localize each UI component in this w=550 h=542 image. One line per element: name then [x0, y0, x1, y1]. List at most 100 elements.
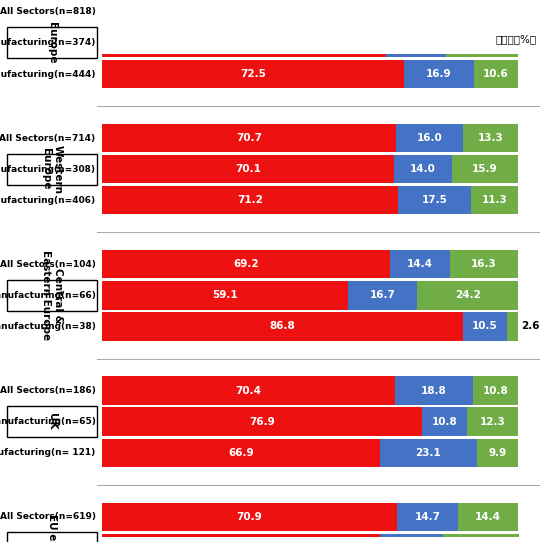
Bar [397, 502, 458, 531]
Bar [417, 281, 518, 309]
Text: 14.7: 14.7 [415, 512, 441, 522]
Text: 18.8: 18.8 [421, 385, 447, 396]
Text: 9.9: 9.9 [488, 448, 506, 457]
Text: Manufacturing(n=308): Manufacturing(n=308) [0, 165, 96, 173]
Text: 76.9: 76.9 [249, 417, 275, 427]
Text: 13.3: 13.3 [477, 133, 503, 143]
Text: 59.1: 59.1 [212, 291, 238, 300]
Bar [467, 408, 518, 436]
Text: 69.2: 69.2 [233, 259, 258, 269]
Bar [102, 312, 463, 341]
Text: 10.5: 10.5 [472, 321, 498, 332]
Text: 24.2: 24.2 [455, 291, 481, 300]
Bar [395, 376, 473, 405]
Bar [102, 376, 395, 405]
Text: （単位：%）: （単位：%） [495, 35, 536, 44]
Text: Central &
Eastern Europe: Central & Eastern Europe [41, 250, 63, 340]
Text: 68.2: 68.2 [231, 38, 257, 48]
Text: 70.4: 70.4 [235, 385, 261, 396]
Bar [102, 408, 422, 436]
Bar [474, 60, 518, 88]
Text: Manufacturing(n=65): Manufacturing(n=65) [0, 417, 96, 426]
Text: 10.6: 10.6 [483, 69, 509, 79]
Text: 17.5: 17.5 [422, 195, 448, 205]
Bar [404, 60, 474, 88]
Text: 15.9: 15.9 [472, 164, 498, 174]
Text: 10.8: 10.8 [483, 385, 509, 396]
Text: 70.1: 70.1 [235, 164, 261, 174]
Bar [461, 0, 518, 26]
Text: All Sectors(n=619): All Sectors(n=619) [0, 512, 96, 521]
Text: 12.3: 12.3 [480, 417, 505, 427]
Text: 10.8: 10.8 [432, 417, 458, 427]
Bar [398, 186, 471, 215]
Bar [102, 124, 396, 152]
Bar [102, 502, 397, 531]
Text: Manufacturing(n=374): Manufacturing(n=374) [0, 38, 96, 48]
Text: 16.9: 16.9 [426, 69, 452, 79]
Text: Non-Manufacturing(n=406): Non-Manufacturing(n=406) [0, 196, 96, 205]
Text: 16.3: 16.3 [471, 259, 497, 269]
Text: Europe: Europe [47, 22, 57, 64]
Text: 14.4: 14.4 [403, 38, 429, 48]
Text: All Sectors(n=104): All Sectors(n=104) [0, 260, 96, 269]
Bar [422, 408, 467, 436]
Bar [395, 0, 461, 26]
Text: 66.9: 66.9 [228, 448, 254, 457]
Text: EU excl. UK: EU excl. UK [47, 514, 57, 542]
Text: 86.8: 86.8 [270, 321, 295, 332]
Text: All Sectors(n=186): All Sectors(n=186) [0, 386, 96, 395]
Text: 13.7: 13.7 [477, 7, 503, 17]
Text: Non-Manufacturing(n= 121): Non-Manufacturing(n= 121) [0, 448, 96, 457]
Bar [476, 438, 518, 467]
Bar [348, 281, 417, 309]
Text: All Sectors(n=818): All Sectors(n=818) [0, 8, 96, 16]
Text: 17.4: 17.4 [469, 38, 495, 48]
Text: 70.7: 70.7 [236, 133, 262, 143]
Bar [102, 0, 395, 26]
Text: 14.0: 14.0 [410, 164, 436, 174]
Text: All Sectors(n=714): All Sectors(n=714) [0, 133, 96, 143]
Bar [386, 29, 446, 57]
Text: 2.6: 2.6 [521, 321, 540, 332]
Text: Non-Manufacturing(n=444): Non-Manufacturing(n=444) [0, 69, 96, 79]
Bar [396, 124, 463, 152]
Bar [381, 438, 476, 467]
Bar [390, 250, 450, 279]
Bar [452, 155, 518, 183]
Bar [473, 376, 518, 405]
Text: 14.4: 14.4 [475, 512, 501, 522]
Text: 11.3: 11.3 [482, 195, 508, 205]
Bar [102, 60, 404, 88]
Bar [102, 250, 390, 279]
Bar [446, 29, 518, 57]
Bar [507, 312, 518, 341]
Text: Western
Europe: Western Europe [41, 145, 63, 193]
Bar [394, 155, 452, 183]
Text: Non-Manufacturing(n=38): Non-Manufacturing(n=38) [0, 322, 96, 331]
Bar [458, 502, 518, 531]
Text: 16.0: 16.0 [416, 133, 442, 143]
Text: 23.1: 23.1 [416, 448, 441, 457]
Text: 14.4: 14.4 [407, 259, 433, 269]
Bar [102, 186, 398, 215]
Text: 72.5: 72.5 [240, 69, 266, 79]
Text: 70.5: 70.5 [235, 7, 261, 17]
Bar [463, 312, 507, 341]
Bar [102, 438, 381, 467]
Bar [450, 250, 518, 279]
Text: 71.2: 71.2 [237, 195, 263, 205]
Bar [379, 534, 443, 542]
Bar [443, 534, 519, 542]
Text: Manufacturing(n=66): Manufacturing(n=66) [0, 291, 96, 300]
Bar [102, 155, 394, 183]
Text: 70.9: 70.9 [236, 512, 262, 522]
Bar [102, 281, 348, 309]
Bar [471, 186, 518, 215]
Bar [102, 29, 386, 57]
Bar [463, 124, 518, 152]
Bar [102, 534, 379, 542]
Text: UK: UK [47, 414, 57, 430]
Text: 15.8: 15.8 [415, 7, 441, 17]
Text: 16.7: 16.7 [370, 291, 395, 300]
